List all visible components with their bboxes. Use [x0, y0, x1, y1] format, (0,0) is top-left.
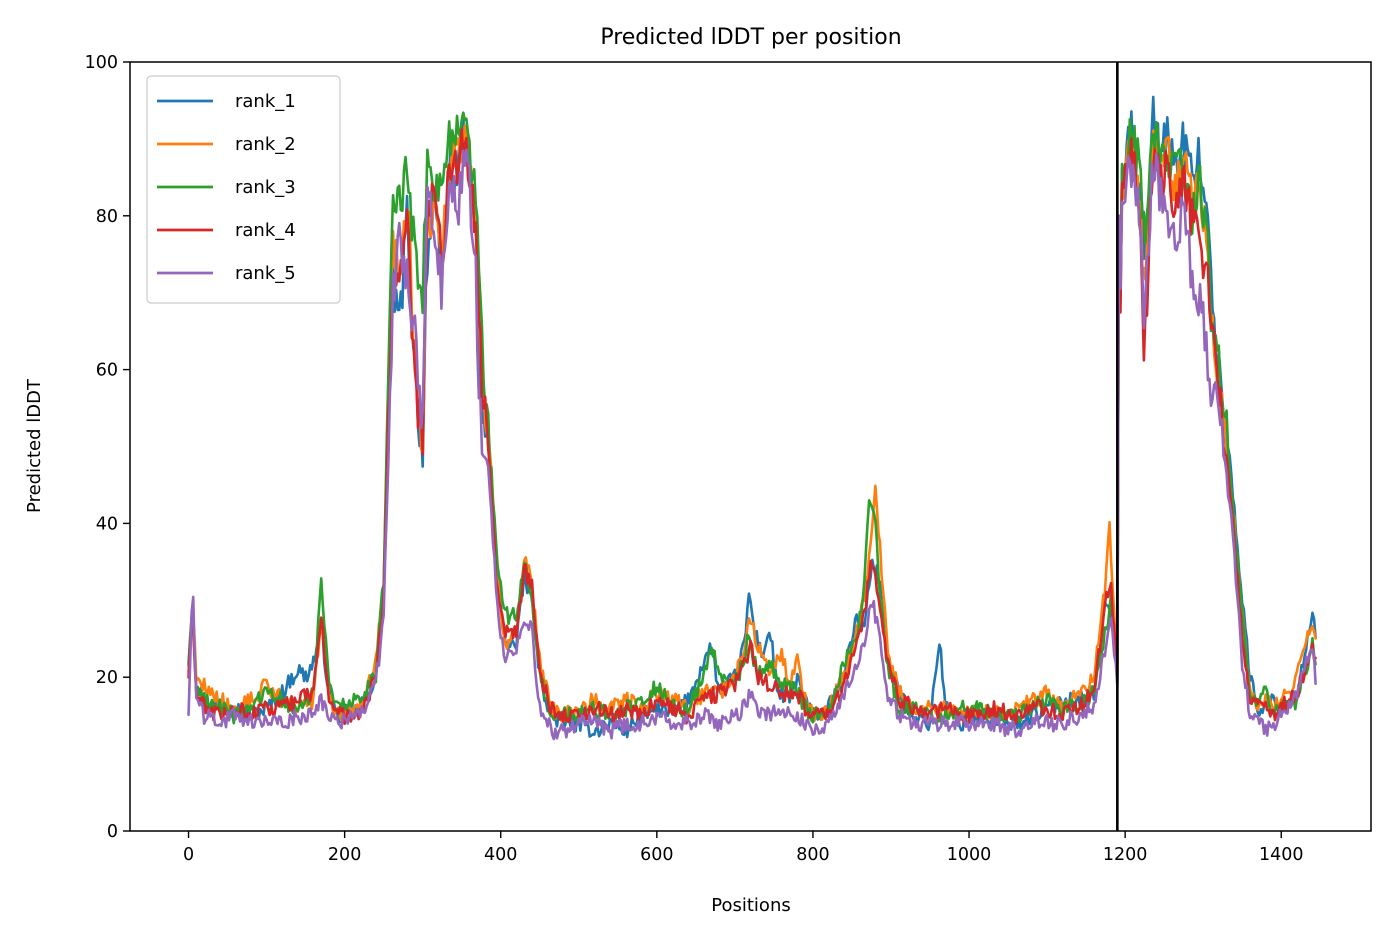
legend: rank_1 rank_2 rank_3 rank_4 rank_5	[146, 75, 341, 304]
legend-label-rank_3: rank_3	[235, 177, 296, 198]
series-line-rank_1	[187, 95, 1317, 739]
y-tick-label: 60	[96, 361, 118, 381]
plot-frame	[129, 61, 1372, 832]
x-tick-label: 400	[484, 845, 517, 865]
x-tick-label: 200	[328, 845, 361, 865]
legend-label-rank_5: rank_5	[235, 263, 296, 284]
x-tick-label: 600	[640, 845, 673, 865]
y-tick-label: 100	[85, 53, 118, 73]
legend-label-rank_1: rank_1	[235, 91, 296, 112]
y-axis-ticks: 0 20 40 60 80 100	[85, 53, 130, 842]
y-tick-label: 20	[96, 668, 118, 688]
x-tick-label: 800	[796, 845, 829, 865]
x-tick-label: 1000	[947, 845, 992, 865]
x-axis-ticks: 0 200 400 600 800 1000 1200 1400	[183, 831, 1304, 865]
legend-label-rank_4: rank_4	[235, 220, 296, 241]
y-axis-label: Predicted lDDT	[24, 378, 45, 513]
series-line-rank_3	[187, 111, 1317, 726]
y-tick-label: 40	[96, 514, 118, 534]
x-tick-label: 1400	[1259, 845, 1304, 865]
y-tick-label: 0	[107, 822, 118, 842]
y-tick-label: 80	[96, 207, 118, 227]
legend-box	[146, 75, 341, 304]
x-tick-label: 0	[183, 845, 194, 865]
x-axis-label: Positions	[711, 895, 790, 916]
chart-title: Predicted lDDT per position	[600, 25, 901, 50]
series-layer	[187, 95, 1317, 741]
series-line-rank_5	[187, 148, 1317, 741]
x-tick-label: 1200	[1103, 845, 1148, 865]
legend-label-rank_2: rank_2	[235, 134, 296, 155]
